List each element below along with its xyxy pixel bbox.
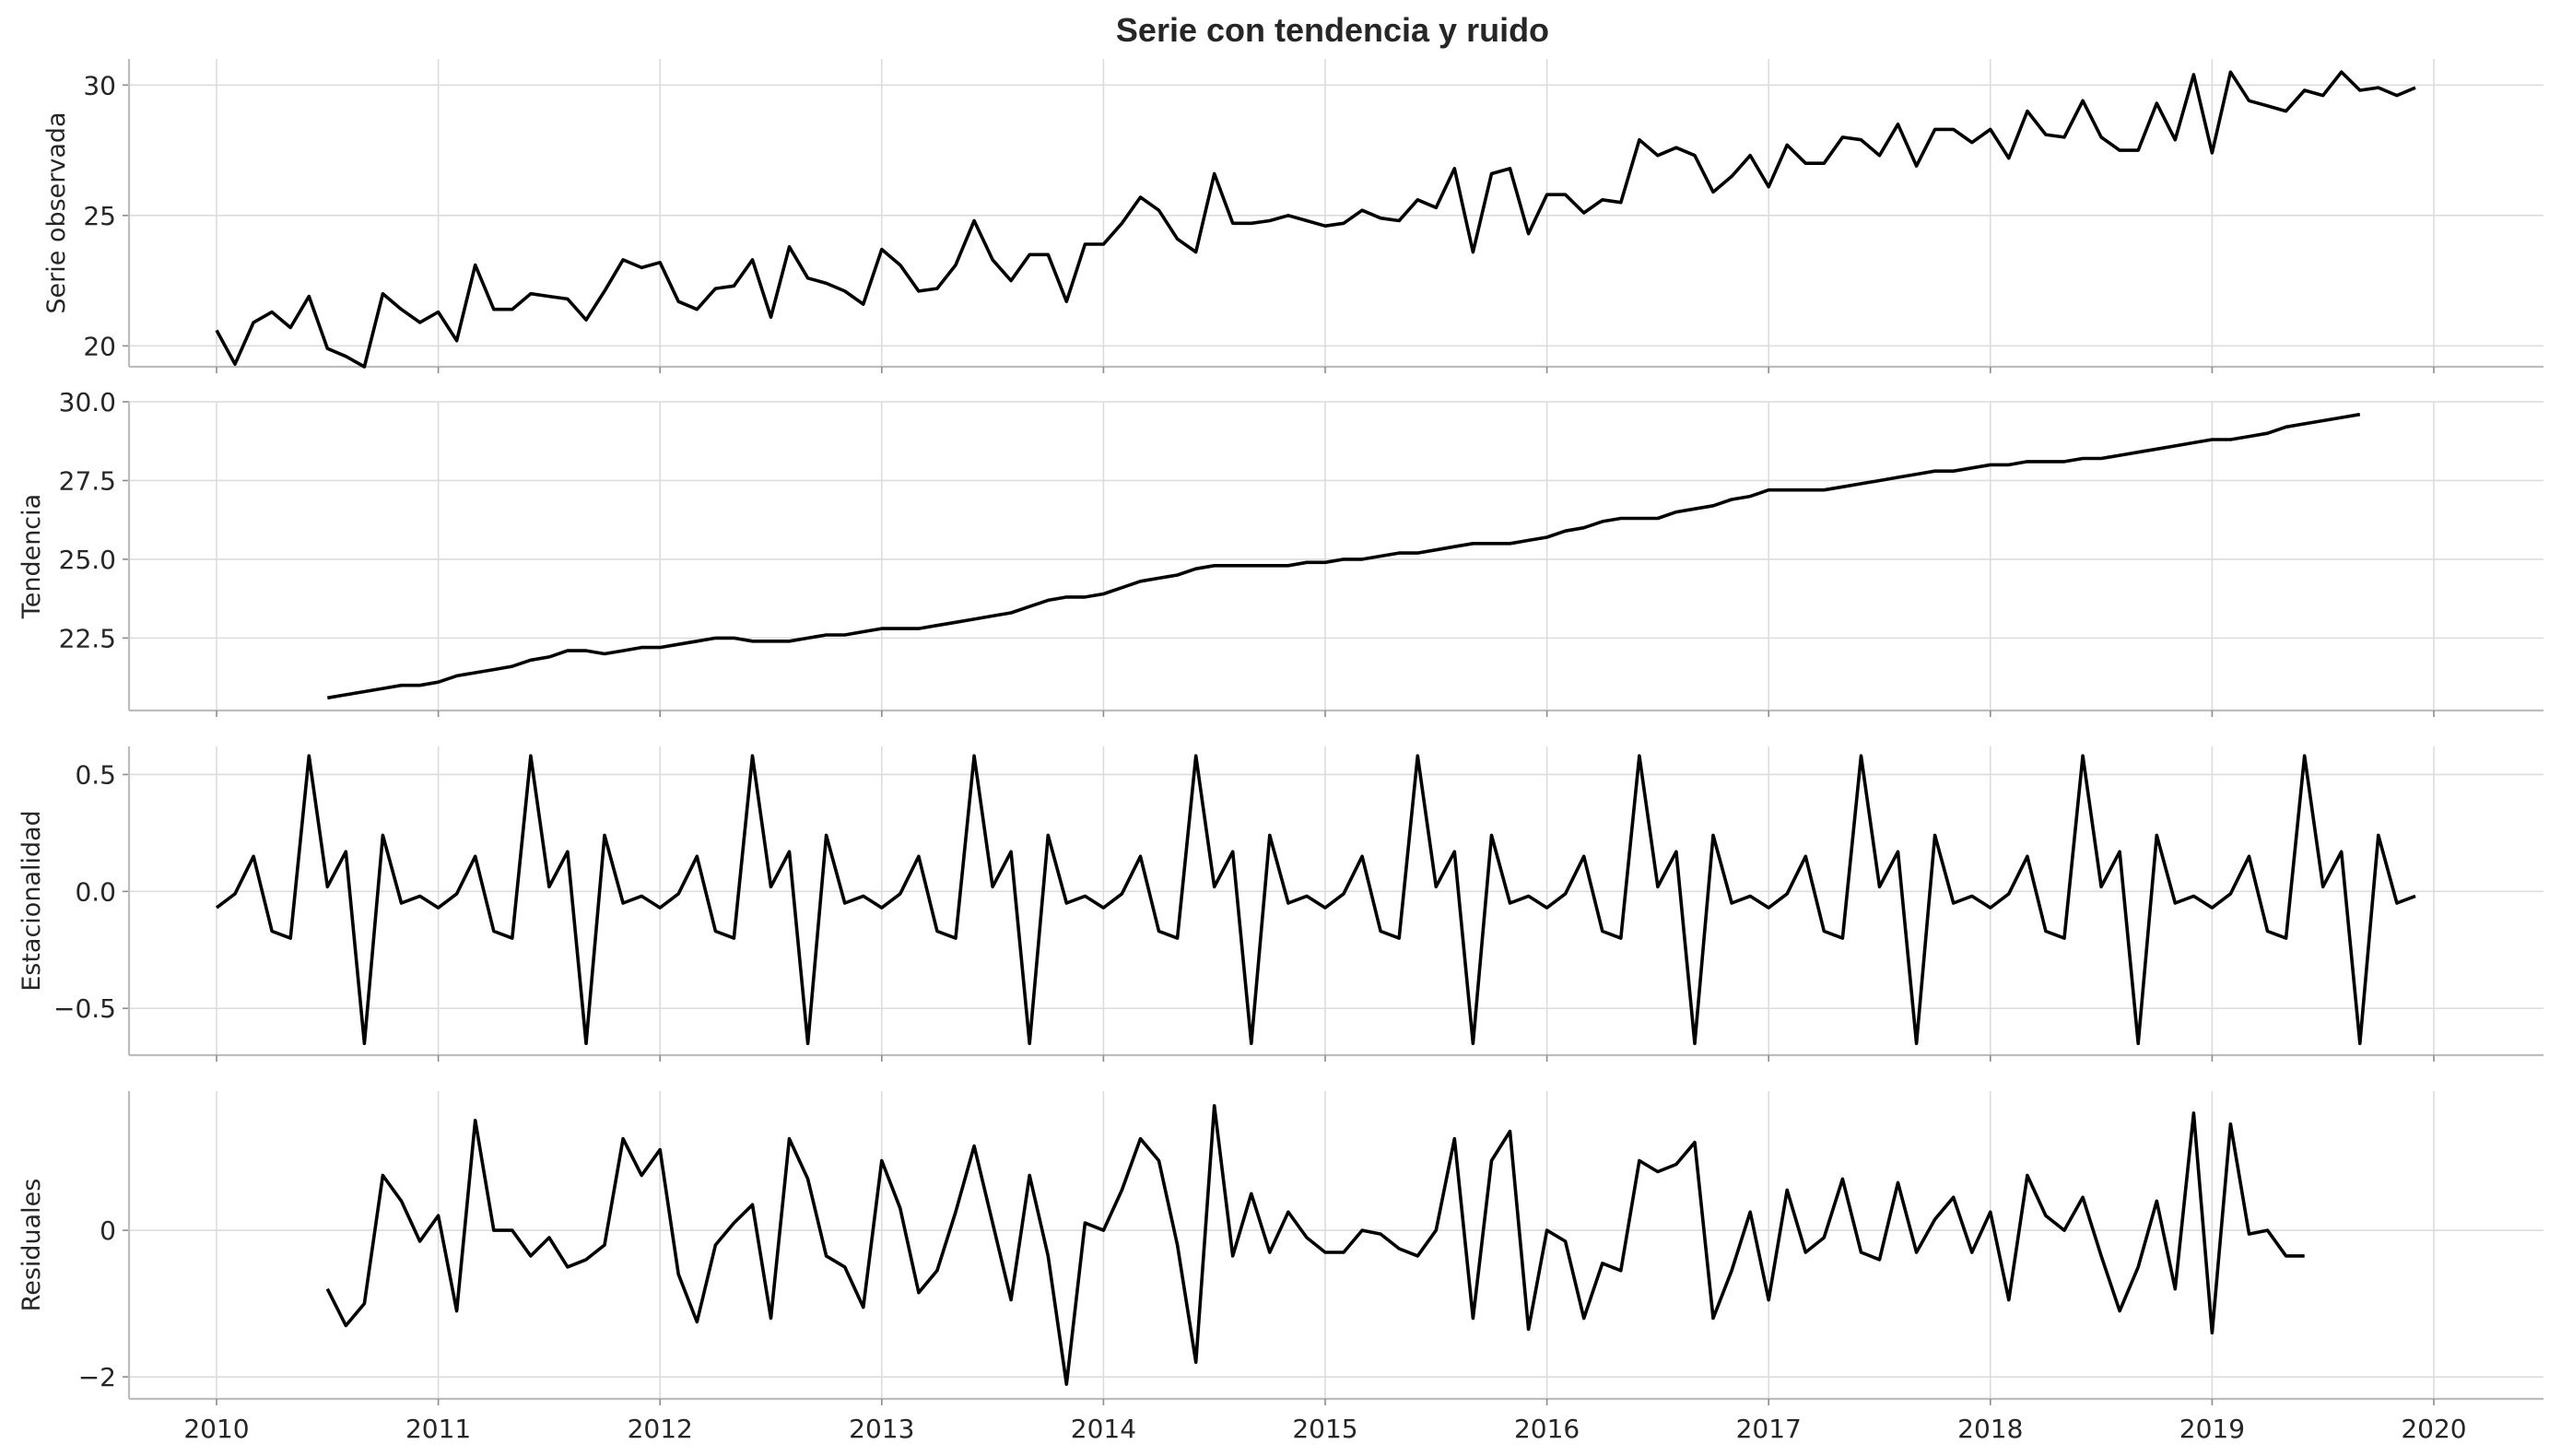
y-tick-label: 22.5 [59,623,116,653]
y-tick-label: 30.0 [59,387,116,417]
y-tick-label: 20 [83,331,116,361]
y-tick-label: 25.0 [59,545,116,575]
y-tick-label: 0.5 [75,759,116,790]
series-line-2 [326,412,2361,700]
x-tick-label: 2011 [405,1414,471,1444]
x-tick-label: 2020 [2401,1414,2466,1444]
y-tick-label: 25 [83,201,116,231]
y-tick-label: 27.5 [59,465,116,496]
panels-group: 20 25 30 Serie observada 22.5 25.0 27.5 30.0 Ten… [18,59,2543,1444]
x-tick-label: 2019 [2179,1414,2245,1444]
chart-title: Serie con tendencia y ruido [1116,11,1549,49]
x-tick-label: 2010 [183,1414,249,1444]
y-tick-label: −0.5 [53,993,116,1024]
y-axis-label: Serie observada [42,112,71,313]
y-axis-label: Tendencia [18,494,46,619]
x-tick-label: 2016 [1514,1414,1580,1444]
x-tick-label: 2018 [1957,1414,2023,1444]
series-line-1 [215,70,2416,369]
x-tick-label: 2012 [628,1414,693,1444]
x-tick-label: 2015 [1292,1414,1357,1444]
y-tick-label: −2 [78,1362,116,1392]
series-line-3 [215,754,2416,1046]
y-tick-label: 0 [100,1215,116,1246]
panel-4: −2 0 Residuales 2010 2011 2012 2013 2014 2015 201… [18,1091,2543,1444]
panel-3: −0.5 0.0 0.5 Estacionalidad [18,746,2543,1062]
panel-2: 22.5 25.0 27.5 30.0 Tendencia [18,387,2543,717]
y-axis-label: Residuales [18,1179,46,1312]
x-tick-label: 2014 [1071,1414,1136,1444]
x-tick-label: 2013 [849,1414,914,1444]
x-tick-label: 2017 [1736,1414,1802,1444]
y-axis-label: Estacionalidad [18,810,46,992]
y-tick-label: 30 [83,70,116,100]
y-tick-label: 0.0 [75,876,116,907]
panel-1: 20 25 30 Serie observada [42,59,2543,373]
series-line-4 [325,1104,2305,1386]
